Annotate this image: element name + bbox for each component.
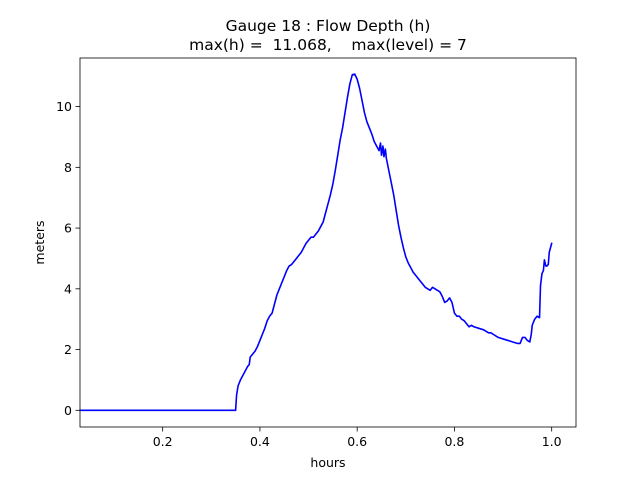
x-tick-label: 0.6: [347, 434, 367, 449]
axes-frame: [79, 57, 577, 428]
y-tick-label: 8: [64, 160, 72, 175]
y-axis-ticks: 0 2 4 6 8 10: [56, 99, 80, 418]
y-tick-label: 4: [64, 281, 72, 296]
x-tick-label: 0.8: [444, 434, 464, 449]
chart-title: Gauge 18 : Flow Depth (h): [226, 17, 431, 35]
y-axis-label: meters: [32, 220, 47, 264]
x-axis-ticks: 0.2 0.4 0.6 0.8 1.0: [153, 427, 562, 449]
y-tick-label: 10: [56, 99, 72, 114]
y-tick-label: 0: [64, 403, 72, 418]
x-tick-label: 0.2: [153, 434, 173, 449]
x-tick-label: 0.4: [250, 434, 270, 449]
y-tick-label: 6: [64, 221, 72, 236]
chart-subtitle: max(h) = 11.068, max(level) = 7: [189, 36, 467, 54]
y-tick-label: 2: [64, 342, 72, 357]
x-tick-label: 1.0: [542, 434, 562, 449]
series-line: [79, 73, 553, 412]
x-axis-label: hours: [310, 455, 345, 470]
plot-area: [79, 73, 553, 412]
